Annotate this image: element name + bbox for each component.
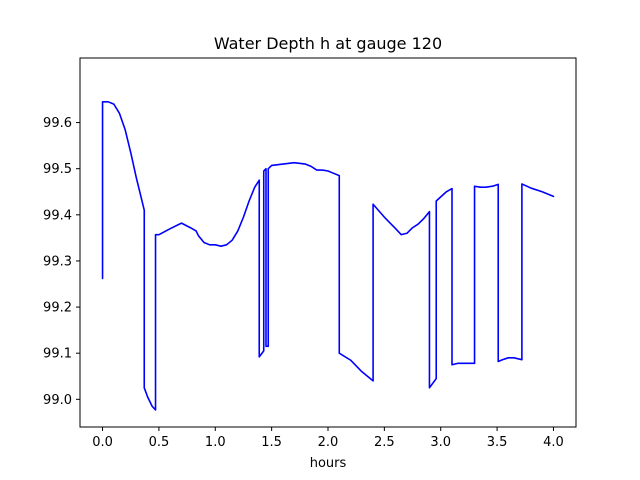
x-tick-label: 2.0 [318,435,339,450]
x-tick-label: 3.5 [487,435,508,450]
series-layer [101,101,555,411]
y-tick-label: 99.3 [43,254,72,269]
x-tick-label: 0.5 [149,435,170,450]
x-tick-label: 1.0 [205,435,226,450]
x-tick-label: 0.0 [92,435,113,450]
y-tick-label: 99.5 [43,162,72,177]
y-tick-label: 99.0 [43,393,72,408]
x-axis-ticks: 0.0 0.5 1.0 1.5 2.0 2.5 3.0 3.5 4.0 [92,427,564,450]
y-tick-label: 99.1 [43,347,72,362]
chart-title: Water Depth h at gauge 120 [214,34,442,53]
x-tick-label: 4.0 [543,435,564,450]
x-axis-label: hours [310,456,347,471]
series-line-0 [101,101,555,411]
x-tick-label: 3.0 [430,435,451,450]
x-tick-label: 1.5 [261,435,282,450]
y-tick-label: 99.4 [43,208,72,223]
y-tick-label: 99.2 [43,301,72,316]
y-axis-ticks: 99.0 99.1 99.2 99.3 99.4 99.5 99.6 [43,116,80,408]
x-tick-label: 2.5 [374,435,395,450]
y-tick-label: 99.6 [43,116,72,131]
